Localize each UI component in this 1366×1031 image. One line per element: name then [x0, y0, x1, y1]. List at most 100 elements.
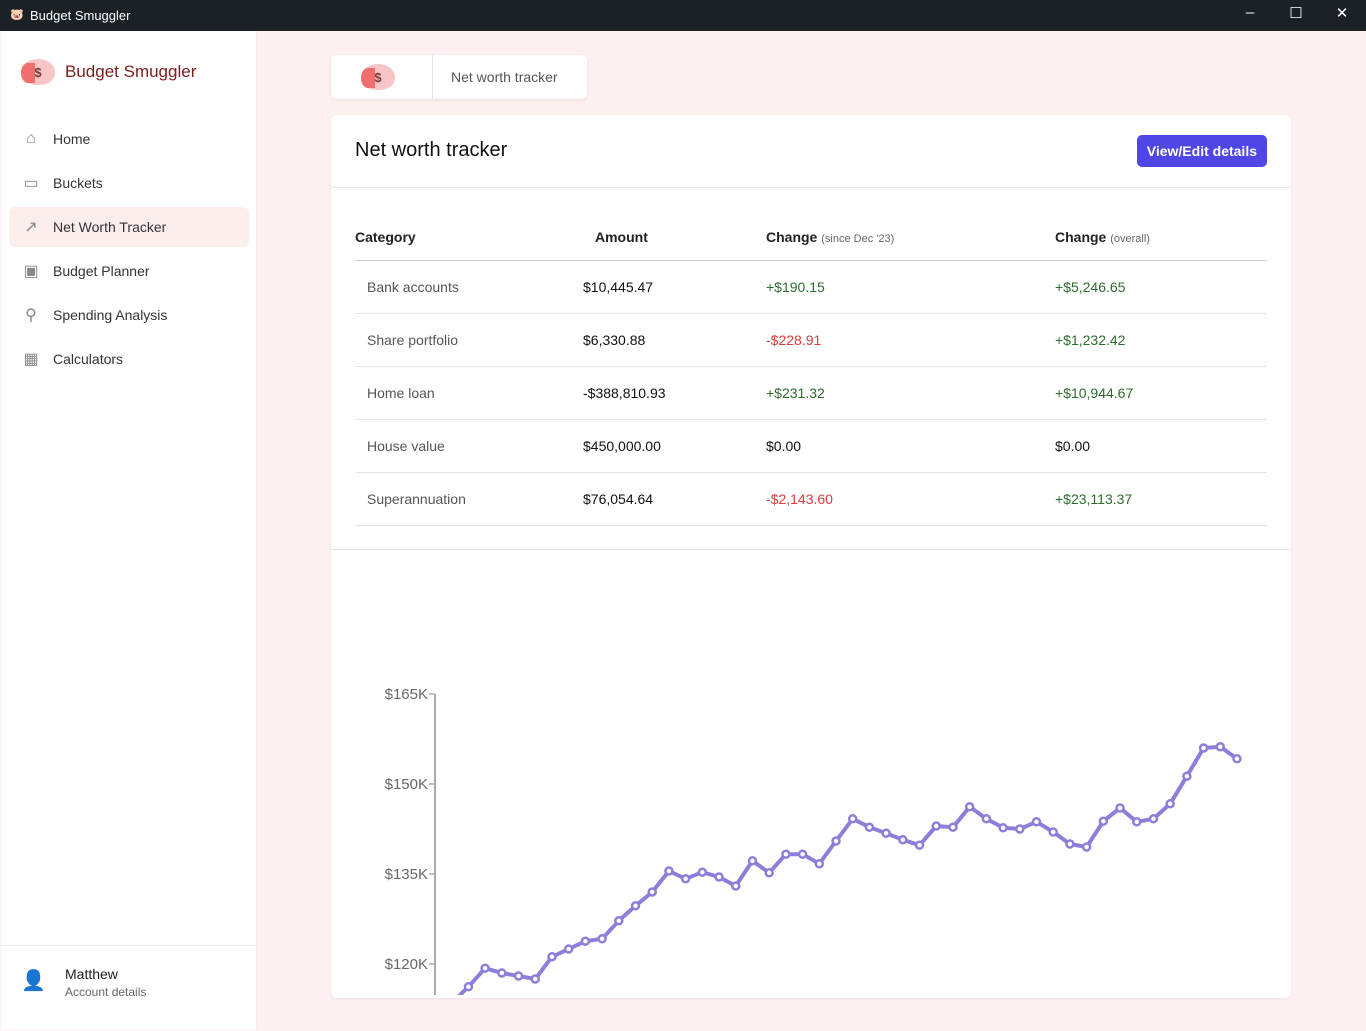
data-point: [580, 936, 591, 946]
close-button[interactable]: ✕: [1335, 5, 1349, 22]
sidebar: $ Budget Smuggler ⌂ Home ▭ Buckets ↗ Net Wo…: [1, 31, 257, 1030]
data-point: [630, 901, 641, 911]
y-tick-label: $120K: [385, 956, 428, 973]
table-row: Share portfolio $6,330.88 -$228.91 +$1,2…: [355, 313, 1267, 367]
net-worth-table: Category Amount Change (since Dec '23) C…: [355, 215, 1267, 526]
data-point: [931, 821, 941, 831]
data-point: [1148, 814, 1159, 824]
account-details[interactable]: 👤 Matthew Account details: [1, 945, 257, 1030]
data-point: [1015, 824, 1025, 834]
table-row: Home loan -$388,810.93 +$231.32 +$10,944…: [355, 366, 1267, 420]
data-point: [1081, 842, 1092, 852]
divider: [331, 549, 1291, 550]
data-point: [664, 866, 674, 876]
window-title: Budget Smuggler: [30, 8, 131, 23]
nav-item-spending-analysis[interactable]: ⚲ Spending Analysis: [9, 295, 249, 335]
data-point: [797, 849, 808, 859]
nav-item-budget-planner[interactable]: ▣ Budget Planner: [9, 251, 249, 291]
y-tick-label: $150K: [385, 776, 428, 793]
data-point: [981, 814, 992, 824]
divider: [331, 187, 1291, 188]
category-cell: Superannuation: [355, 472, 583, 526]
data-point: [563, 944, 574, 954]
trending-up-icon: ↗: [24, 219, 38, 236]
maximize-button[interactable]: ☐: [1289, 5, 1303, 22]
y-tick-label: $165K: [385, 686, 428, 703]
change-since-cell: $0.00: [766, 419, 1055, 473]
data-point: [948, 822, 958, 832]
nav-item-net-worth-tracker[interactable]: ↗ Net Worth Tracker: [9, 207, 249, 247]
brand[interactable]: $ Budget Smuggler: [21, 59, 196, 85]
amount-cell: $10,445.47: [583, 260, 766, 314]
data-point: [1232, 754, 1242, 764]
col-amount: Amount: [583, 215, 766, 261]
data-point: [614, 916, 624, 926]
user-name: Matthew: [65, 966, 118, 982]
data-point: [697, 867, 708, 877]
col-category: Category: [355, 215, 583, 261]
change-overall-cell: $0.00: [1055, 419, 1267, 473]
app-icon: 🐷: [10, 9, 24, 21]
amount-cell: $76,054.64: [583, 472, 766, 526]
change-overall-cell: +$1,232.42: [1055, 313, 1267, 367]
data-point: [1048, 827, 1058, 837]
change-overall-cell: +$5,246.65: [1055, 260, 1267, 314]
change-since-cell: +$190.15: [766, 260, 1055, 314]
data-point: [781, 849, 791, 859]
data-point: [1215, 742, 1226, 752]
nav-item-buckets[interactable]: ▭ Buckets: [9, 163, 249, 203]
data-point: [530, 974, 540, 984]
data-point: [964, 802, 975, 812]
title-bar: 🐷 Budget Smuggler – ☐ ✕: [0, 0, 1366, 31]
data-point: [513, 971, 524, 981]
nav-label: Net Worth Tracker: [53, 219, 167, 235]
data-point: [814, 859, 825, 869]
nav-label: Buckets: [53, 175, 103, 191]
data-point: [597, 934, 607, 944]
data-point: [1165, 799, 1175, 809]
data-point: [998, 823, 1008, 833]
amount-cell: -$388,810.93: [583, 366, 766, 420]
data-point: [1065, 839, 1075, 849]
data-point: [497, 968, 507, 978]
view-edit-details-button[interactable]: View/Edit details: [1136, 135, 1267, 167]
nav-item-calculators[interactable]: ▦ Calculators: [9, 339, 249, 379]
col-change-since: Change (since Dec '23): [766, 215, 1055, 261]
nav-label: Home: [53, 131, 91, 147]
data-point: [1198, 743, 1209, 753]
data-point: [480, 963, 490, 973]
nav-label: Budget Planner: [53, 263, 150, 279]
data-point: [847, 814, 858, 824]
archive-icon: ▭: [23, 175, 39, 192]
amount-cell: $6,330.88: [583, 313, 766, 367]
data-point: [764, 868, 774, 878]
data-point: [463, 982, 474, 992]
breadcrumb-home-icon[interactable]: $: [361, 64, 395, 90]
data-point: [1098, 816, 1109, 826]
data-point: [1115, 803, 1125, 813]
breadcrumb-current: Net worth tracker: [451, 69, 558, 85]
data-point: [647, 887, 657, 897]
category-cell: Share portfolio: [355, 313, 583, 367]
data-point: [831, 836, 841, 846]
table-row: House value $450,000.00 $0.00 $0.00: [355, 419, 1267, 473]
amount-cell: $450,000.00: [583, 419, 766, 473]
change-since-cell: +$231.32: [766, 366, 1055, 420]
data-point: [547, 952, 557, 962]
data-point: [914, 840, 925, 850]
net-worth-chart: $105K$120K$135K$150K$165KJan '20May '20S…: [385, 686, 1242, 995]
change-overall-cell: +$23,113.37: [1055, 472, 1267, 526]
search-icon: ⚲: [25, 307, 37, 324]
category-cell: Home loan: [355, 366, 583, 420]
net-worth-card: Net worth tracker View/Edit details Cate…: [331, 115, 1291, 998]
table-row: Bank accounts $10,445.47 +$190.15 +$5,24…: [355, 260, 1267, 314]
home-icon: ⌂: [26, 130, 36, 147]
page-title: Net worth tracker: [355, 139, 508, 161]
nav-label: Spending Analysis: [53, 307, 168, 323]
data-point: [714, 872, 724, 882]
y-tick-label: $135K: [385, 866, 428, 883]
change-since-cell: -$2,143.60: [766, 472, 1055, 526]
category-cell: House value: [355, 419, 583, 473]
minimize-button[interactable]: –: [1245, 4, 1255, 21]
nav-item-home[interactable]: ⌂ Home: [9, 119, 249, 159]
